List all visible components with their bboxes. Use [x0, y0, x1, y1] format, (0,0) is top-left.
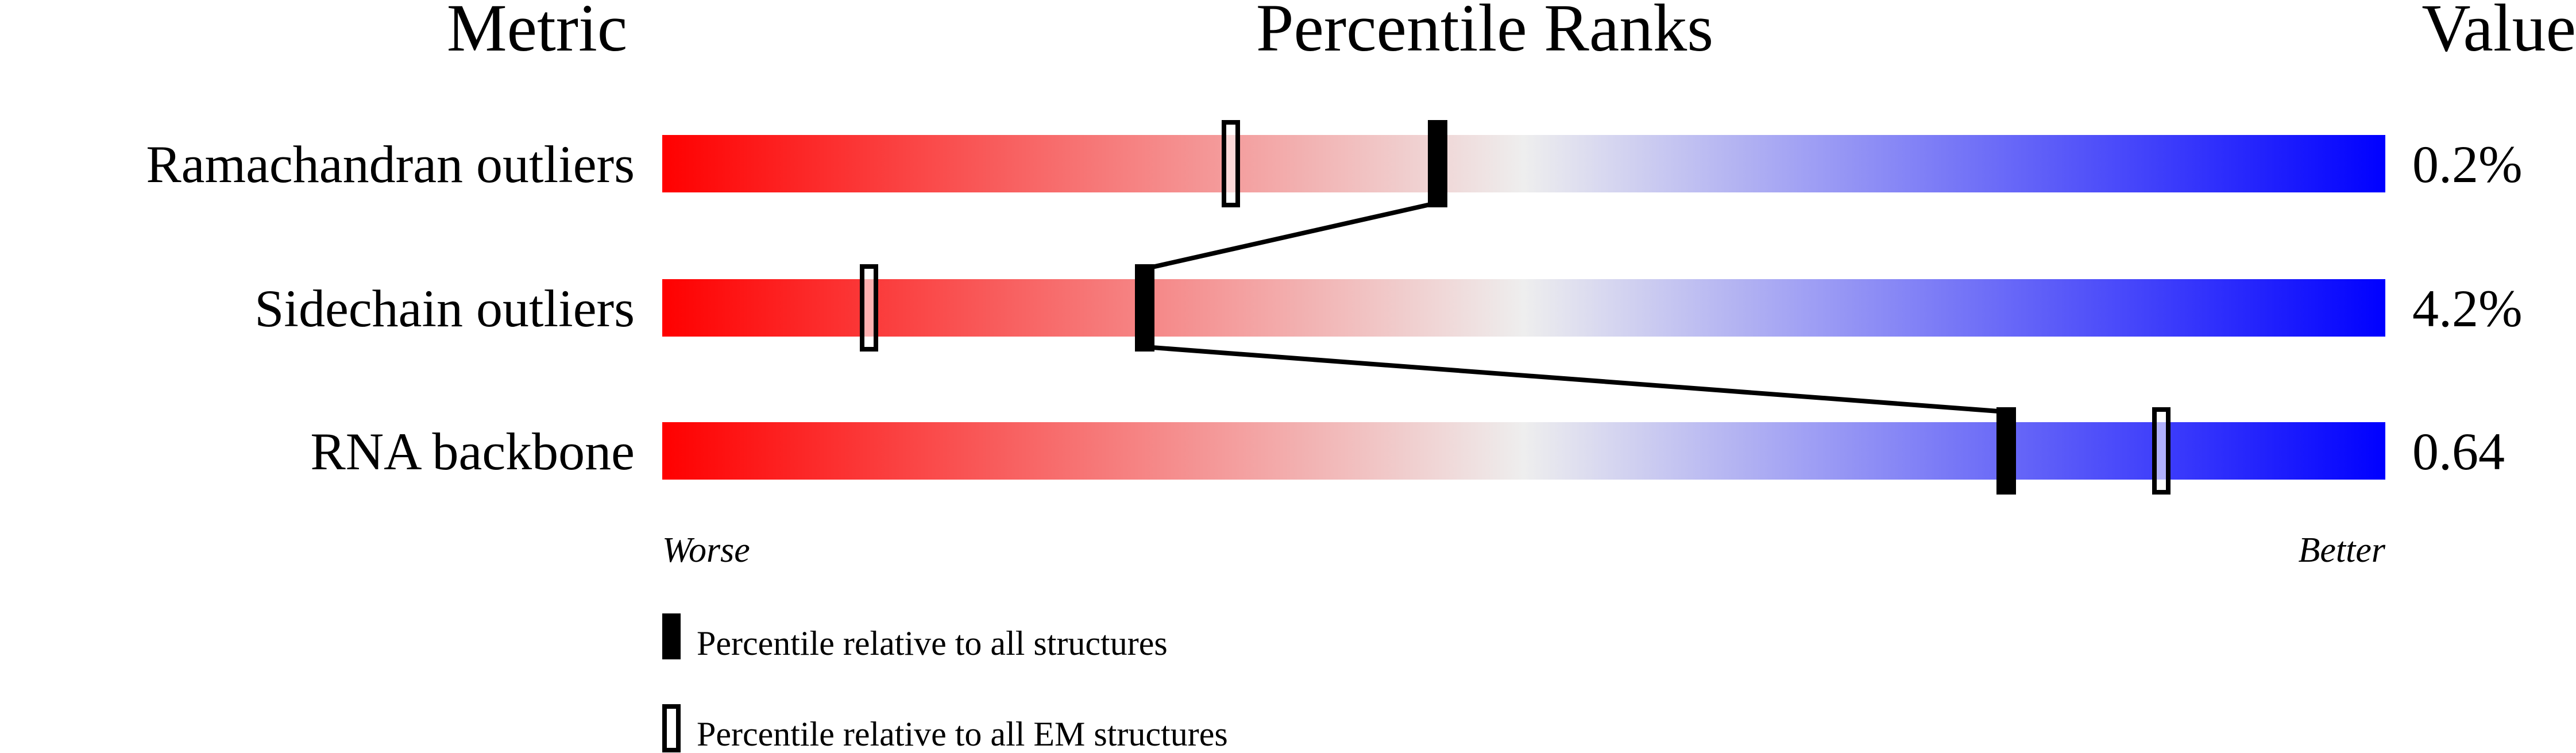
percentile-connector-line: [1144, 200, 1438, 271]
axis-better-label: Better: [2299, 531, 2386, 570]
percentile-connector-line: [1144, 345, 2007, 414]
all-percentile-marker: [1428, 120, 1447, 207]
metric-value: 0.64: [2412, 422, 2505, 481]
header-title: Percentile Ranks: [1256, 0, 1713, 65]
metric-value: 4.2%: [2412, 279, 2523, 338]
percentile-bar: [662, 135, 2385, 192]
all-percentile-marker: [1996, 407, 2016, 495]
em-percentile-marker: [2152, 407, 2171, 495]
all-percentile-marker: [1135, 264, 1154, 352]
metric-label: RNA backbone: [310, 422, 635, 481]
em-percentile-marker: [1222, 120, 1240, 207]
header-metric: Metric: [447, 0, 628, 65]
axis-worse-label: Worse: [662, 531, 750, 570]
legend-label-em: Percentile relative to all EM structures: [697, 715, 1228, 753]
metric-label: Ramachandran outliers: [146, 135, 635, 194]
legend-label-all: Percentile relative to all structures: [697, 624, 1168, 662]
legend-open-marker: [662, 704, 681, 752]
legend-filled-marker: [662, 613, 681, 659]
metric-label: Sidechain outliers: [254, 279, 635, 338]
header-value: Value: [2421, 0, 2576, 65]
percentile-bar: [662, 279, 2385, 337]
percentile-bar: [662, 422, 2385, 480]
em-percentile-marker: [860, 264, 878, 352]
metric-value: 0.2%: [2412, 135, 2523, 194]
